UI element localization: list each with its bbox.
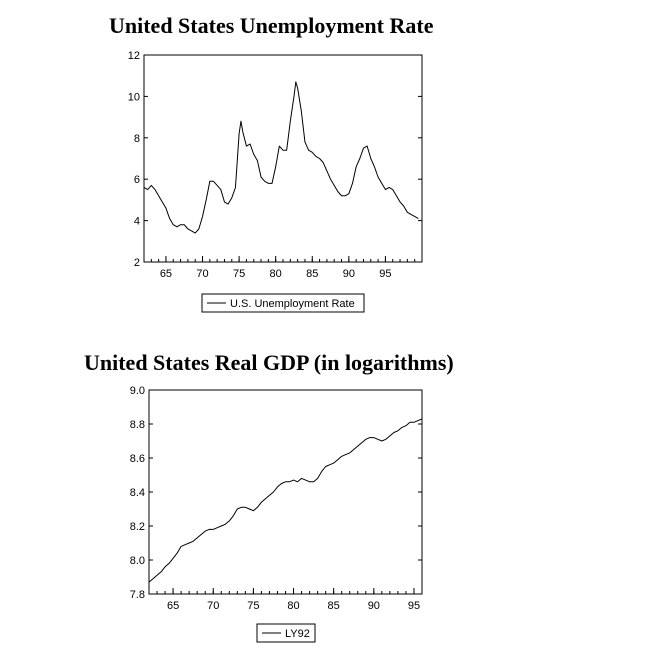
gdp-legend-box xyxy=(256,623,316,643)
unemployment-legend-box xyxy=(201,293,365,313)
unemployment-plot-frame xyxy=(143,54,423,263)
unemployment-series-line xyxy=(143,81,419,234)
gdp-x-tick-label: 75 xyxy=(247,600,259,612)
unemployment-y-tick-label: 6 xyxy=(134,174,140,186)
gdp-y-tick-label: 8.6 xyxy=(130,453,145,465)
gdp-plot-frame xyxy=(148,389,423,595)
gdp-y-tick-label: 8.4 xyxy=(130,487,145,499)
unemployment-x-tick-label: 85 xyxy=(306,268,318,280)
gdp-x-tick-label: 95 xyxy=(408,600,420,612)
unemployment-y-tick-label: 4 xyxy=(134,216,140,228)
unemployment-x-tick-label: 70 xyxy=(196,268,208,280)
gdp-x-tick-label: 80 xyxy=(287,600,299,612)
gdp-y-tick-label: 8.0 xyxy=(130,555,145,567)
unemployment-x-tick-label: 90 xyxy=(343,268,355,280)
chart-title-unemployment: United States Unemployment Rate xyxy=(109,13,434,38)
gdp-x-tick-label: 85 xyxy=(328,600,340,612)
unemployment-legend-label: U.S. Unemployment Rate xyxy=(230,298,355,310)
unemployment-y-tick-label: 2 xyxy=(134,257,140,269)
unemployment-x-tick-label: 95 xyxy=(379,268,391,280)
unemployment-y-tick-label: 12 xyxy=(128,50,140,62)
gdp-x-tick-label: 70 xyxy=(207,600,219,612)
unemployment-x-tick-label: 80 xyxy=(270,268,282,280)
gdp-y-tick-label: 9.0 xyxy=(130,385,145,397)
gdp-x-tick-label: 65 xyxy=(167,600,179,612)
gdp-y-tick-label: 7.8 xyxy=(130,589,145,601)
gdp-legend-label: LY92 xyxy=(285,628,310,640)
real-gdp-chart: 7.8 8.0 8.2 8.4 8.6 8.8 9.0 65 70 75 80 85 90 95 LY92 xyxy=(130,385,423,643)
gdp-y-tick-label: 8.8 xyxy=(130,419,145,431)
gdp-y-tick-label: 8.2 xyxy=(130,521,145,533)
gdp-x-tick-label: 90 xyxy=(368,600,380,612)
gdp-series-line xyxy=(148,418,423,583)
unemployment-y-tick-label: 10 xyxy=(128,91,140,103)
unemployment-y-tick-label: 8 xyxy=(134,133,140,145)
unemployment-x-tick-label: 75 xyxy=(233,268,245,280)
chart-title-real-gdp: United States Real GDP (in logarithms) xyxy=(84,350,454,375)
unemployment-rate-chart: 2 4 6 8 10 12 65 70 75 80 85 90 95 U.S. Unemployment … xyxy=(128,50,423,313)
unemployment-x-tick-label: 65 xyxy=(160,268,172,280)
